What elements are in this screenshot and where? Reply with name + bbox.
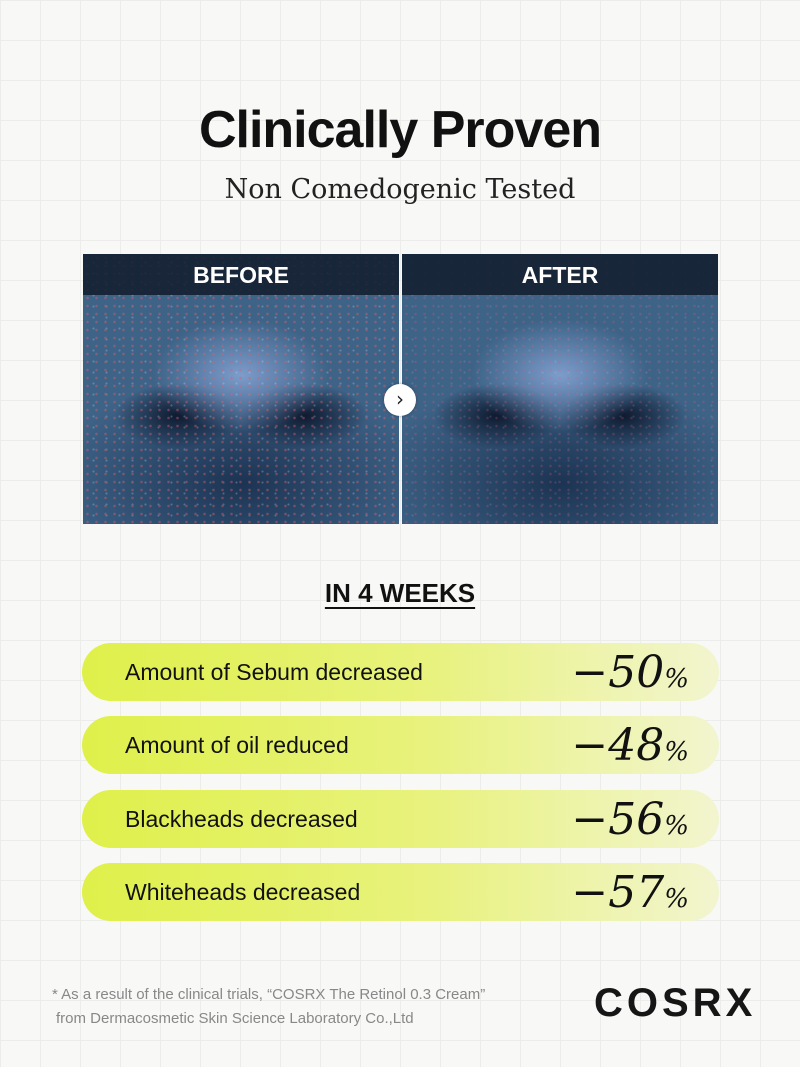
before-photo: BEFORE — [83, 254, 399, 524]
result-row: Amount of Sebum decreased −50% — [82, 643, 719, 701]
chevron-right-icon: › — [384, 384, 416, 416]
subtitle: Non Comedogenic Tested — [224, 174, 576, 205]
result-label: Amount of Sebum decreased — [125, 659, 423, 685]
after-label: AFTER — [402, 254, 718, 295]
result-value: −57% — [571, 867, 689, 918]
after-photo: AFTER — [402, 254, 718, 524]
page-title: Clinically Proven — [198, 101, 602, 159]
result-label: Whiteheads decreased — [125, 879, 361, 905]
result-value: −56% — [571, 794, 689, 845]
result-row: Whiteheads decreased −57% — [82, 863, 719, 921]
footnote: * As a result of the clinical trials, “C… — [52, 986, 486, 1027]
result-row: Amount of oil reduced −48% — [82, 716, 719, 774]
period-heading: IN 4 WEEKS — [324, 578, 476, 608]
result-label: Amount of oil reduced — [125, 732, 349, 758]
before-label: BEFORE — [83, 254, 399, 295]
brand-logo: COSRX — [594, 981, 757, 1025]
result-label: Blackheads decreased — [125, 806, 358, 832]
result-row: Blackheads decreased −56% — [82, 790, 719, 848]
result-value: −48% — [571, 720, 689, 771]
result-value: −50% — [571, 647, 689, 698]
